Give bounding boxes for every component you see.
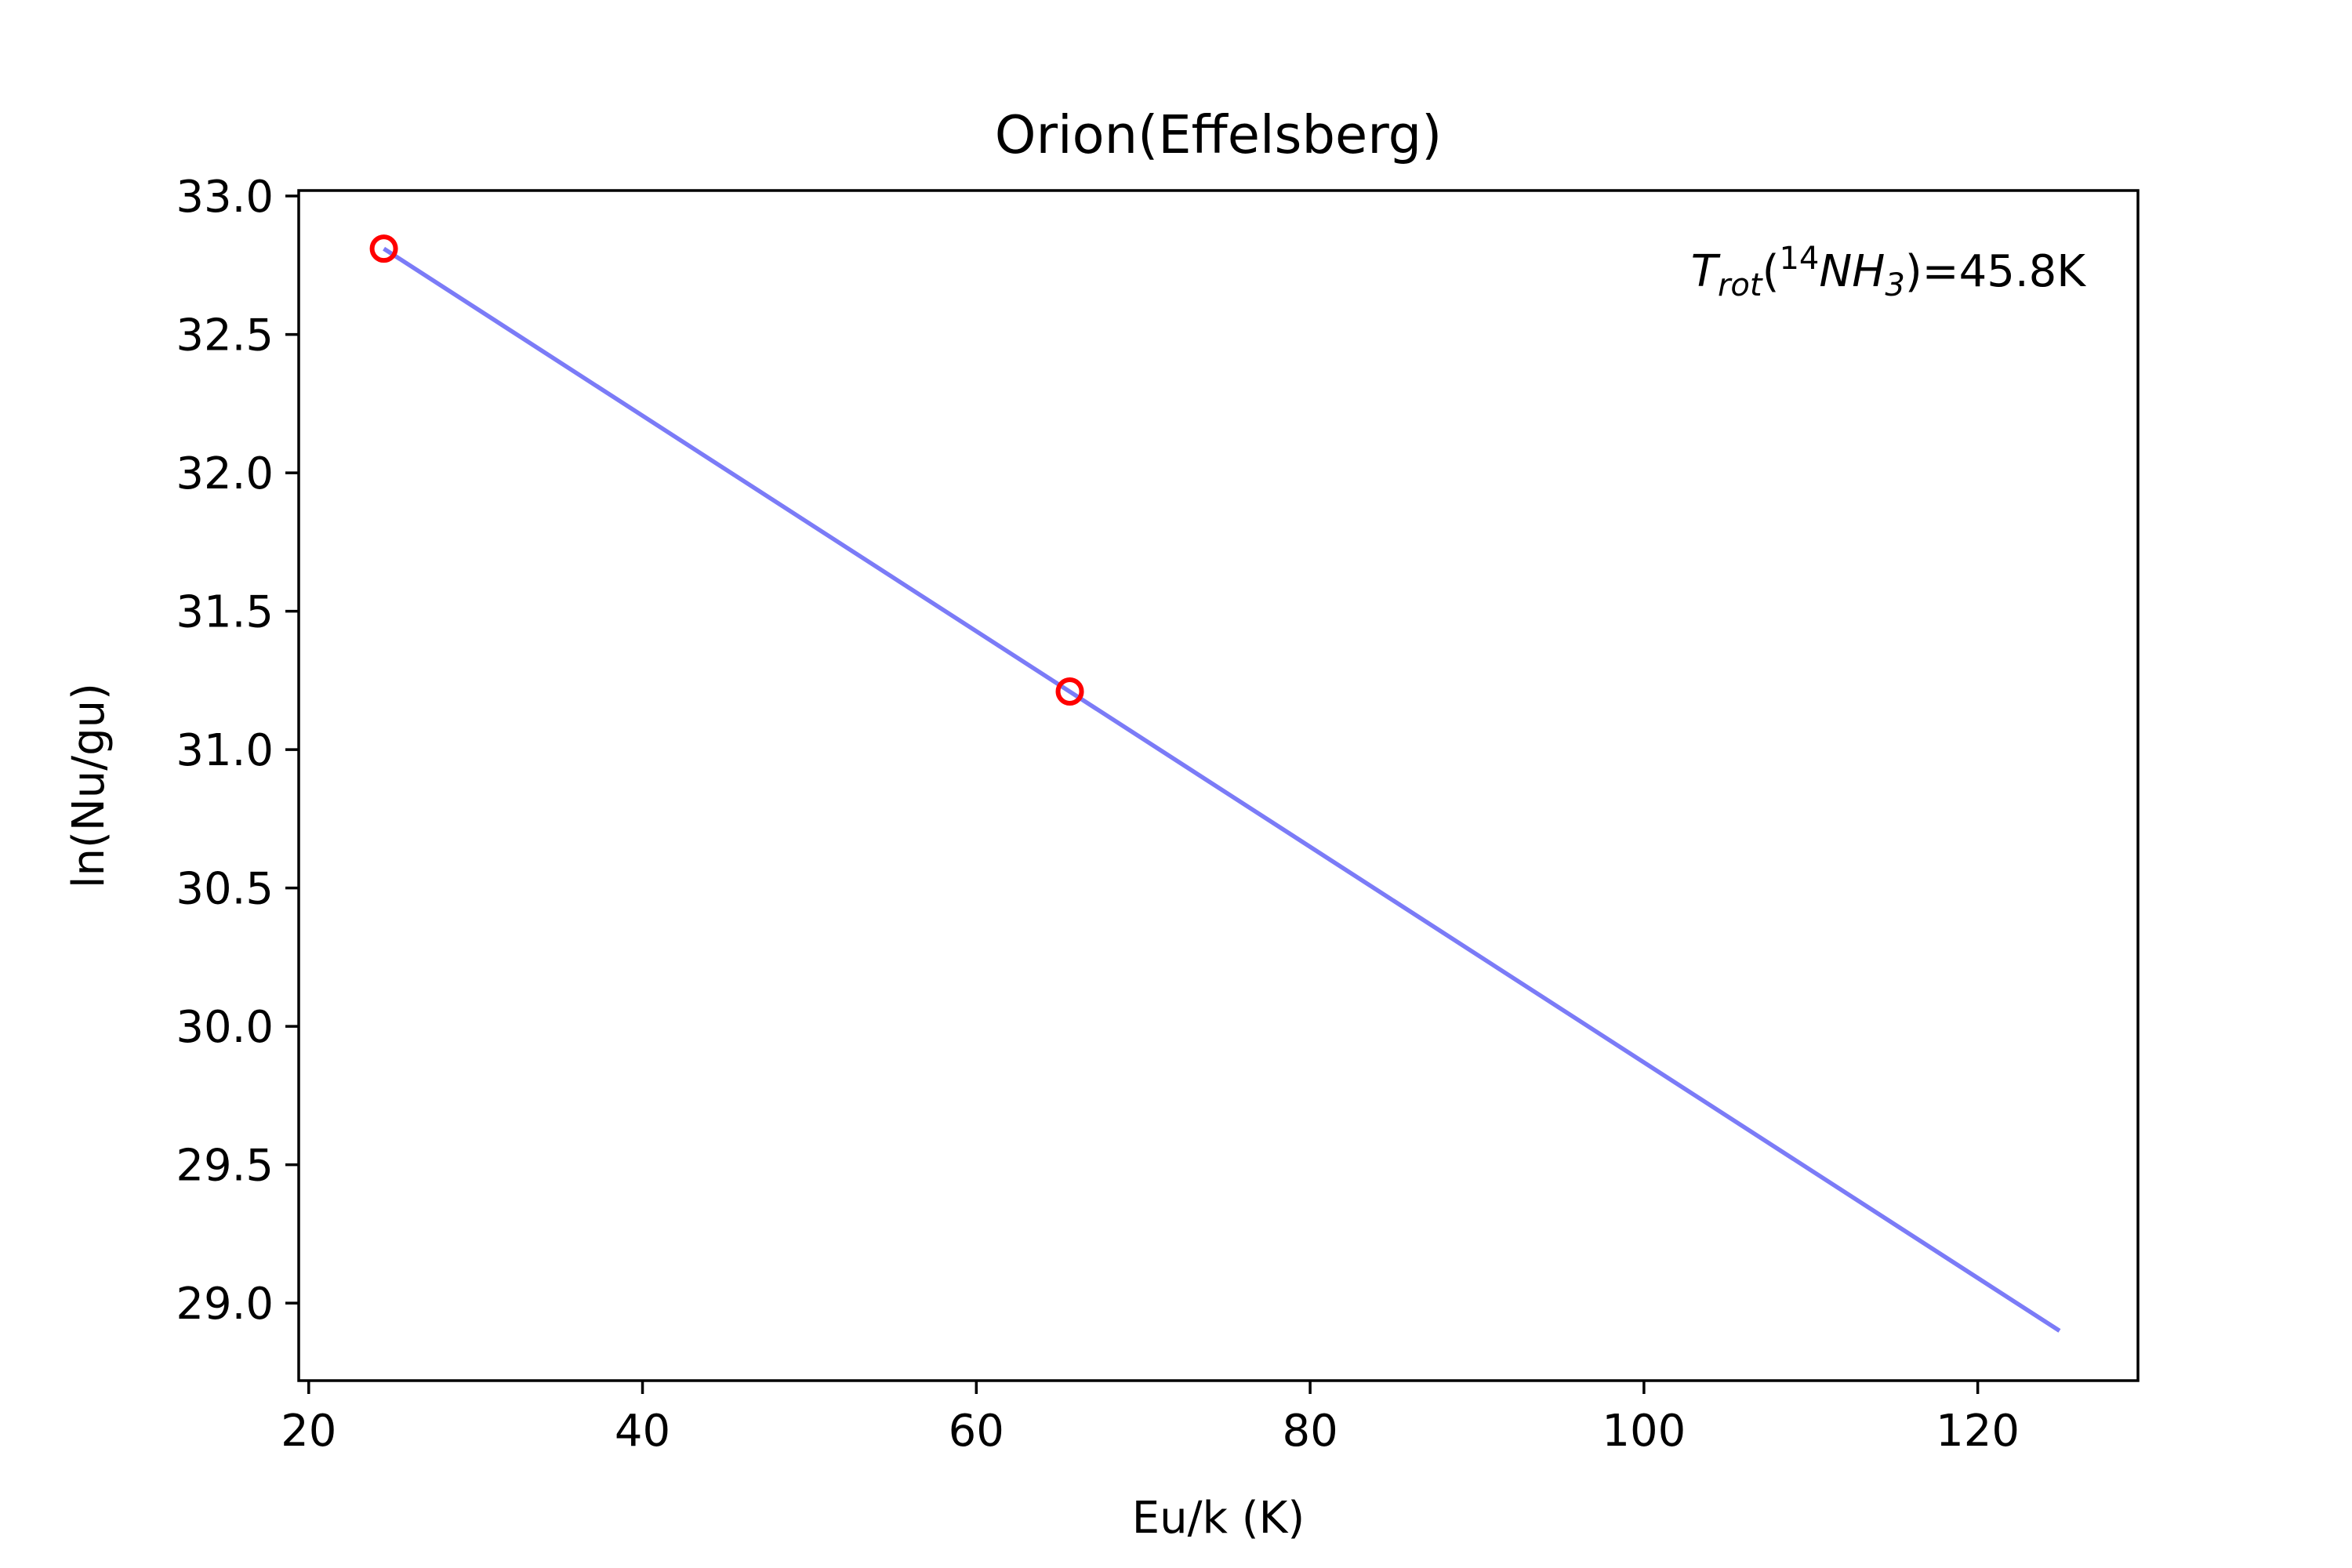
annotation-value: )=45.8K <box>1905 246 2086 297</box>
y-tick-label: 29.0 <box>176 1279 274 1330</box>
x-tick-label: 100 <box>1602 1406 1686 1457</box>
data-point <box>1055 677 1084 706</box>
x-tick-label: 40 <box>615 1406 670 1457</box>
x-axis-label: Eu/k (K) <box>1132 1493 1305 1544</box>
chart-title: Orion(Effelsberg) <box>995 104 1443 165</box>
y-tick-label: 30.0 <box>176 1002 274 1053</box>
y-tick-label: 30.5 <box>176 864 274 915</box>
annotation-t-symbol: T <box>1691 246 1721 297</box>
rotation-temperature-annotation: Trot(14NH3)=45.8K <box>1691 241 2087 303</box>
data-point <box>369 234 398 263</box>
x-tick-label: 120 <box>1936 1406 2020 1457</box>
y-tick-label: 32.0 <box>176 448 274 499</box>
series-layer <box>369 234 2061 1333</box>
annotation-t-subscript: rot <box>1718 267 1763 303</box>
x-axis-ticks: 20 40 60 80 100 120 <box>281 1381 2020 1457</box>
x-tick-label: 80 <box>1282 1406 1338 1457</box>
y-axis-ticks: 29.0 29.5 30.0 30.5 31.0 31.5 32.0 32.5 33.0 <box>176 172 299 1330</box>
annotation-open-paren: ( <box>1762 246 1780 297</box>
x-tick-label: 60 <box>949 1406 1004 1457</box>
y-tick-label: 31.0 <box>176 725 274 776</box>
x-tick-label: 20 <box>281 1406 336 1457</box>
y-axis-label: ln(Nu/gu) <box>64 683 114 888</box>
fit-line <box>383 246 2061 1333</box>
y-tick-label: 29.5 <box>176 1141 274 1192</box>
y-tick-label: 32.5 <box>176 310 274 361</box>
plot-area-frame <box>297 189 2140 1382</box>
annotation-isotope-superscript: 14 <box>1779 241 1819 277</box>
annotation-molecule: NH <box>1819 246 1885 297</box>
y-tick-label: 31.5 <box>176 587 274 638</box>
annotation-molecule-subscript: 3 <box>1885 267 1904 303</box>
y-tick-label: 33.0 <box>176 172 274 223</box>
